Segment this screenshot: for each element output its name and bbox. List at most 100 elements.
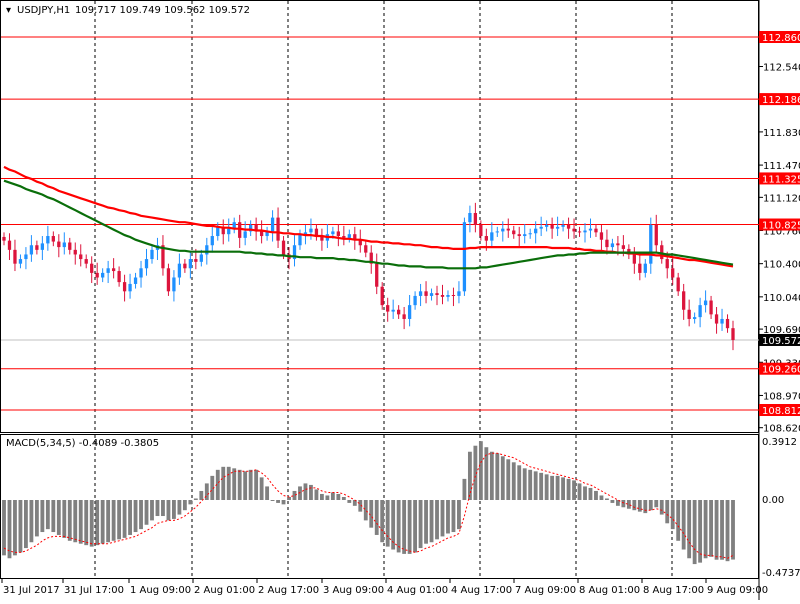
macd-bar xyxy=(193,498,198,500)
candle xyxy=(380,282,384,310)
macd-axis-zero: 0.00 xyxy=(762,495,784,506)
candle xyxy=(528,228,532,239)
macd-bar xyxy=(29,500,34,543)
candle-body xyxy=(605,239,609,248)
macd-bar xyxy=(139,500,143,530)
candle xyxy=(731,320,735,351)
candle xyxy=(709,295,713,319)
candle-body xyxy=(270,217,275,232)
candle xyxy=(418,283,423,307)
macd-bar xyxy=(276,500,280,503)
macd-bar xyxy=(78,500,83,544)
candle-body xyxy=(342,236,346,238)
macd-bar xyxy=(478,441,483,500)
level-label-box xyxy=(759,362,800,375)
candle-body xyxy=(309,228,313,233)
macd-bar xyxy=(698,500,703,563)
candle-body xyxy=(205,245,209,255)
candle xyxy=(139,260,143,288)
level-label-text: 112.860 xyxy=(762,33,800,44)
price-panel-frame xyxy=(0,0,759,433)
x-tick-label: 3 Aug 09:00 xyxy=(323,585,384,596)
candle xyxy=(342,225,346,246)
macd-bar xyxy=(435,500,439,540)
candle xyxy=(309,218,313,240)
candle-body xyxy=(221,226,225,235)
candle xyxy=(468,205,472,233)
candle-body xyxy=(314,228,319,237)
candle xyxy=(588,218,593,238)
macd-bar xyxy=(341,496,346,500)
candle-body xyxy=(73,249,77,255)
candle-body xyxy=(353,234,357,240)
candle xyxy=(7,233,12,260)
candle-body xyxy=(599,232,604,240)
macd-bar xyxy=(117,500,122,540)
candle-body xyxy=(369,252,373,264)
x-tick-label: 8 Aug 01:00 xyxy=(579,585,640,596)
candle-body xyxy=(588,228,593,231)
macd-bar xyxy=(665,500,670,524)
ma-slow-line xyxy=(3,179,734,270)
candle xyxy=(643,259,647,278)
candle xyxy=(451,287,456,307)
candle-body xyxy=(111,268,116,272)
symbol-label[interactable]: USDJPY,H1 xyxy=(17,5,70,16)
candle-body xyxy=(671,268,675,278)
x-tick-label: 9 Aug 09:00 xyxy=(707,585,768,596)
candle-body xyxy=(561,224,565,227)
candle-body xyxy=(13,249,17,264)
candle xyxy=(292,235,297,267)
candle-body xyxy=(462,222,467,292)
candle xyxy=(57,234,61,258)
level-label-text: 111.325 xyxy=(762,174,800,185)
macd-bar xyxy=(128,500,132,535)
macd-bar xyxy=(489,451,494,500)
macd-bar xyxy=(506,459,511,500)
macd-bar xyxy=(24,500,28,549)
candle-body xyxy=(435,293,439,296)
macd-bar xyxy=(254,469,259,500)
level-label-4: 109.260 xyxy=(759,362,800,376)
x-tick-label: 4 Aug 01:00 xyxy=(387,585,448,596)
macd-bar xyxy=(215,469,220,500)
candle-body xyxy=(484,236,488,241)
macd-bar xyxy=(199,490,204,500)
candle xyxy=(276,207,280,249)
candle-body xyxy=(51,236,55,242)
candle xyxy=(523,224,527,244)
macd-bar xyxy=(402,500,407,554)
macd-bar xyxy=(424,500,428,544)
candle-body xyxy=(610,243,615,248)
candle-body xyxy=(375,263,379,287)
candle xyxy=(703,290,708,313)
candle xyxy=(429,288,434,301)
candle-body xyxy=(29,245,34,255)
macd-bar xyxy=(100,500,105,544)
candle-body xyxy=(298,234,302,246)
candle-body xyxy=(177,263,182,278)
candle-body xyxy=(18,259,23,264)
candle xyxy=(561,220,565,232)
macd-bar xyxy=(709,500,713,557)
candle-body xyxy=(117,271,121,283)
candle-body xyxy=(528,233,532,235)
macd-bar xyxy=(533,471,538,500)
macd-bar xyxy=(226,466,231,500)
symbol-triangle-icon[interactable]: ▾ xyxy=(6,5,11,16)
macd-bar xyxy=(51,500,56,533)
candle xyxy=(720,308,724,331)
macd-bar xyxy=(259,477,264,500)
candle-body xyxy=(550,224,554,229)
macd-bar xyxy=(133,500,138,533)
candle xyxy=(599,224,604,250)
candle-body xyxy=(336,231,340,237)
candle-body xyxy=(144,259,149,269)
level-label-box xyxy=(759,93,800,106)
candle-body xyxy=(364,245,368,253)
candle-body xyxy=(457,291,461,296)
macd-bar xyxy=(643,500,648,514)
candle xyxy=(221,219,225,245)
